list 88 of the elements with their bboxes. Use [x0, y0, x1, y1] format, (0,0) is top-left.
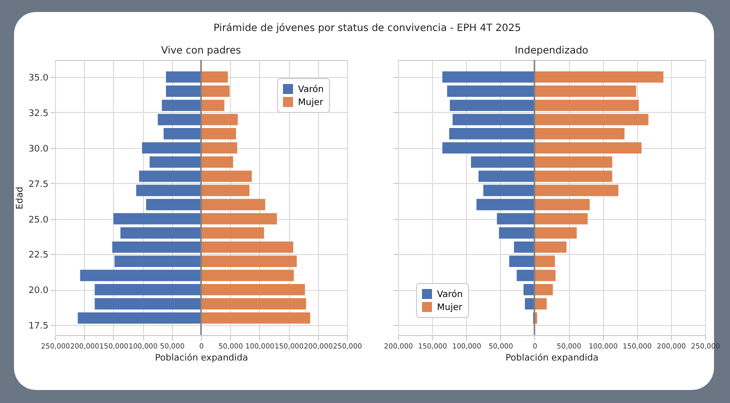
bar — [534, 298, 547, 310]
bar — [120, 227, 201, 239]
bar — [476, 198, 534, 210]
bar — [471, 156, 534, 168]
bar — [534, 100, 639, 112]
y-tick-label: 30.0 — [28, 144, 49, 154]
bar — [514, 241, 534, 253]
bar — [534, 142, 642, 154]
bar — [201, 156, 234, 168]
bar — [534, 213, 588, 224]
bar — [201, 241, 294, 253]
x-axis-title: Población expandida — [155, 352, 248, 364]
bar — [139, 170, 201, 182]
bar — [164, 128, 201, 140]
bar — [166, 71, 201, 83]
bar — [534, 114, 648, 126]
bar — [162, 100, 201, 112]
bar — [201, 213, 277, 224]
y-tick-label: 35.0 — [28, 74, 49, 84]
y-tick-label: 27.5 — [28, 180, 48, 190]
bar — [534, 270, 556, 282]
bar — [201, 170, 252, 182]
bar — [452, 114, 534, 126]
bar — [201, 71, 228, 83]
chart-subtitle: Vive con padres — [161, 45, 241, 56]
bar — [80, 270, 201, 282]
bar — [113, 213, 201, 224]
bar — [449, 128, 534, 140]
y-tick-label: 32.5 — [28, 108, 48, 119]
bar — [534, 241, 567, 253]
bar — [166, 86, 201, 97]
legend-label: Varón — [437, 289, 463, 300]
bar — [158, 114, 201, 126]
bar — [524, 298, 534, 310]
bar — [201, 86, 230, 97]
bar — [442, 71, 534, 83]
chart-title: Pirámide de jóvenes por status de convivencia - EPH 4T 2025 — [213, 22, 521, 34]
legend-label: Mujer — [298, 98, 324, 108]
x-axis-title: Población expandida — [506, 352, 598, 364]
legend-label: Varón — [298, 84, 324, 95]
bar — [146, 198, 201, 210]
bar — [201, 198, 266, 210]
bar — [201, 312, 310, 324]
bar — [534, 128, 624, 140]
bar — [534, 86, 636, 97]
chart-subtitle: Independizado — [514, 45, 588, 56]
y-axis-title: Edad — [15, 186, 26, 210]
bar — [447, 86, 534, 97]
bar — [142, 142, 201, 154]
bar — [534, 256, 555, 267]
bar — [78, 312, 201, 324]
bar — [524, 284, 534, 296]
bar — [201, 128, 236, 140]
bar — [94, 298, 201, 310]
bar — [450, 100, 534, 112]
bar — [114, 256, 201, 267]
bar — [201, 298, 306, 310]
bar — [94, 284, 201, 296]
y-tick-label: 17.5 — [28, 322, 48, 332]
bar — [201, 227, 264, 239]
bar — [478, 170, 534, 182]
bar — [534, 284, 553, 296]
bar — [201, 142, 238, 154]
y-tick-label: 25.0 — [28, 215, 49, 226]
bar — [136, 184, 201, 196]
bar — [534, 71, 664, 83]
bar — [483, 184, 534, 196]
bar — [516, 270, 534, 282]
bar — [498, 227, 534, 239]
bar — [201, 270, 294, 282]
bar — [534, 198, 590, 210]
y-tick-label: 22.5 — [28, 250, 48, 261]
bar — [201, 114, 238, 126]
legend-label: Mujer — [437, 303, 463, 313]
bar — [496, 213, 534, 224]
bar — [509, 256, 534, 267]
bar — [534, 170, 612, 182]
bar — [534, 227, 577, 239]
bar — [442, 142, 534, 154]
y-tick-label: 20.0 — [28, 286, 49, 296]
bar — [534, 184, 618, 196]
bar — [534, 156, 612, 168]
bar — [201, 256, 297, 267]
bar — [201, 284, 305, 296]
bar — [201, 100, 224, 112]
bar — [150, 156, 201, 168]
bar — [201, 184, 250, 196]
bar — [112, 241, 201, 253]
